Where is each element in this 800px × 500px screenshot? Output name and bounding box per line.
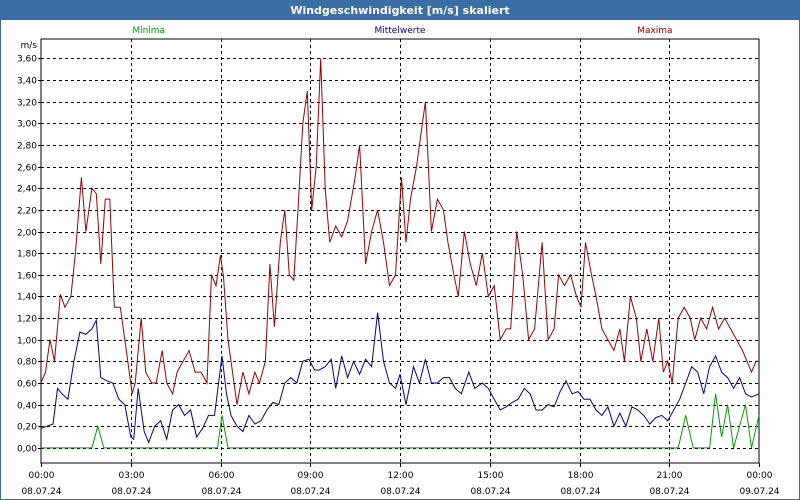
legend: Minima Mittelwerte Maxima (132, 26, 672, 36)
x-tick-label-time: 12:00 (388, 471, 414, 481)
x-tick-label-date: 08.07.24 (470, 487, 510, 497)
x-tick-label-time: 18:00 (568, 471, 594, 481)
y-tick-label: 0,60 (17, 380, 37, 390)
x-tick-label-date: 09.07.24 (739, 487, 779, 497)
x-tick-label-time: 00:00 (29, 471, 55, 481)
x-tick-label-time: 15:00 (478, 471, 504, 481)
y-tick-label: 2,40 (17, 185, 37, 195)
y-tick-label: 1,80 (17, 250, 37, 260)
series-line-maxima (40, 58, 759, 405)
x-tick-label-time: 09:00 (298, 471, 324, 481)
window-title: Windgeschwindigkeit [m/s] skaliert (1, 1, 799, 20)
x-tick-label-date: 08.07.24 (201, 487, 241, 497)
y-tick-label: 2,00 (17, 229, 37, 239)
x-tick-label-time: 06:00 (209, 471, 235, 481)
grid (40, 38, 760, 464)
y-tick-label: 2,60 (17, 164, 37, 174)
x-tick-label-time: 21:00 (657, 471, 683, 481)
x-tick-label-date: 08.07.24 (111, 487, 151, 497)
series-line-minima (41, 393, 760, 449)
y-tick-label: 3,60 (17, 55, 37, 65)
series (40, 58, 760, 449)
y-tick-label: 3,20 (17, 99, 37, 109)
y-tick-label: 0,00 (17, 445, 37, 455)
legend-entry-minima: Minima (132, 26, 165, 36)
y-tick-label: 2,80 (17, 142, 37, 152)
legend-entry-mittelwerte: Mittelwerte (374, 26, 425, 36)
y-tick-label: 1,00 (17, 337, 37, 347)
legend-entry-maxima: Maxima (637, 26, 672, 36)
y-tick-label: 1,60 (17, 272, 37, 282)
y-tick-label: 1,20 (17, 315, 37, 325)
x-tick-label-date: 08.07.24 (380, 487, 420, 497)
line-chart: 3,60 3,40 3,20 3,00 2,80 2,60 2,40 2,20 2,00 1,80… (17, 26, 780, 497)
y-tick-label: 0,40 (17, 402, 37, 412)
y-tick-label: 3,00 (17, 120, 37, 130)
axes: 3,60 3,40 3,20 3,00 2,80 2,60 2,40 2,20 2,00 1,80… (17, 41, 780, 497)
x-tick-label-time: 00:00 (747, 471, 773, 481)
y-tick-label: 1,40 (17, 293, 37, 303)
x-tick-label-date: 08.07.24 (290, 487, 330, 497)
x-tick-label-date: 08.07.24 (649, 487, 689, 497)
y-axis-unit-label: m/s (21, 41, 38, 51)
x-tick-label-date: 08.07.24 (560, 487, 600, 497)
x-tick-label-time: 03:00 (119, 471, 145, 481)
x-tick-label-date: 08.07.24 (21, 487, 61, 497)
y-tick-label: 0,80 (17, 358, 37, 368)
y-tick-label: 2,20 (17, 207, 37, 217)
series-line-mittelwerte (40, 312, 760, 444)
y-tick-label: 3,40 (17, 77, 37, 87)
y-tick-label: 0,20 (17, 423, 37, 433)
